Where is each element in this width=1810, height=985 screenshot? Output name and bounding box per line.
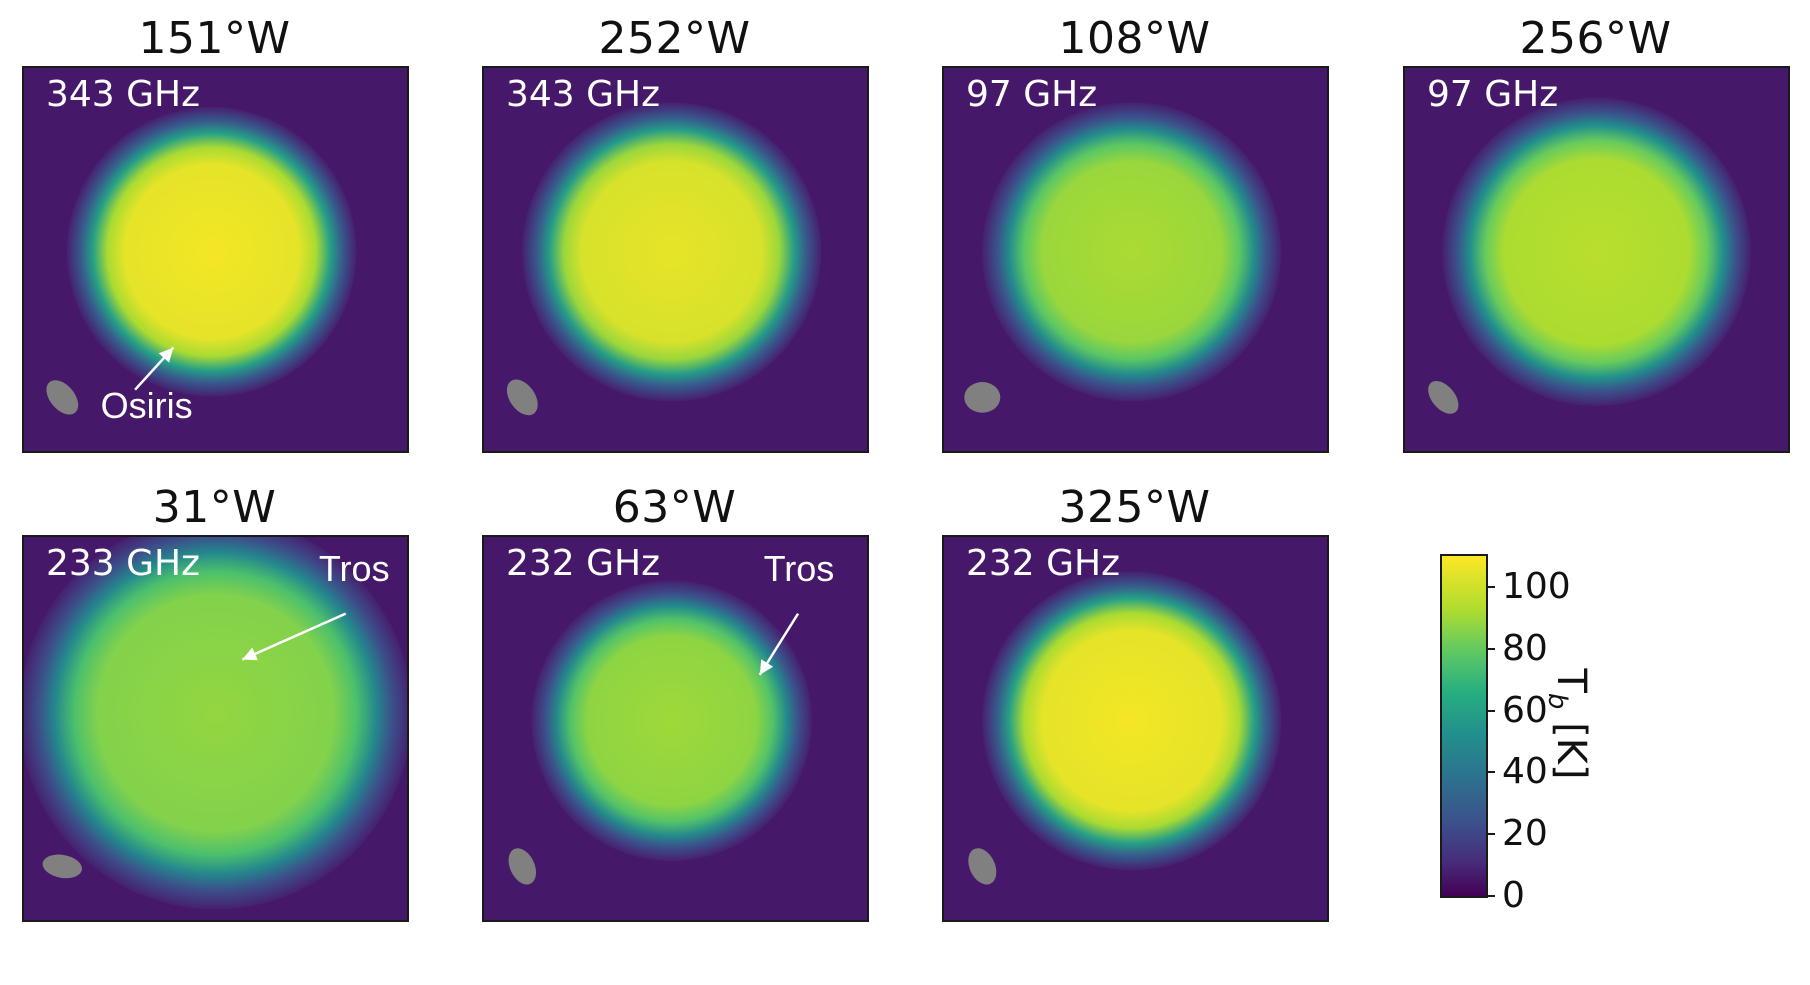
colorbar-tick [1486,895,1495,897]
frequency-label: 232 GHz [506,543,661,584]
colorbar-tick-label: 80 [1502,627,1548,669]
map-image: 343 GHz Osiris [22,66,409,453]
colorbar-tick [1486,709,1495,712]
brightness-map [484,68,867,451]
colorbar-tick-label: 0 [1502,875,1525,916]
moon-disk [531,580,812,862]
annotation-arrowhead [158,347,174,363]
panel-title: 151°W [138,13,291,64]
annotation-arrow [241,612,347,661]
beam-ellipse [964,382,1001,413]
feature-label: Osiris [100,385,193,427]
colorbar-tick [1486,771,1495,774]
brightness-map [944,68,1327,451]
moon-disk [1442,97,1751,407]
frequency-label: 233 GHz [46,543,201,584]
colorbar-gradient [1440,554,1488,898]
feature-label: Tros [763,547,835,589]
colorbar-tick-label: 40 [1502,751,1548,793]
colorbar-tick [1486,647,1495,650]
annotation-arrowhead [759,659,774,675]
colorbar-tick-label: 60 [1502,689,1548,731]
frequency-label: 97 GHz [966,74,1098,115]
beam-ellipse [1428,380,1459,414]
panel-title: 63°W [612,482,737,533]
panel-title: 256°W [1519,13,1672,64]
colorbar-tick [1486,833,1495,836]
panel-title: 325°W [1058,482,1211,533]
beam-ellipse [42,854,83,879]
map-image: 343 GHz [482,66,869,453]
colorbar-tick [1486,585,1495,588]
panel-title: 108°W [1058,13,1211,64]
brightness-map [24,537,407,920]
brightness-map [484,537,867,920]
moon-disk [66,106,357,397]
beam-ellipse [968,848,997,885]
annotation-arrowhead [242,647,258,661]
moon-disk [982,102,1282,402]
brightness-map [1405,68,1788,451]
frequency-label: 343 GHz [506,74,661,115]
map-image: 232 GHz [942,535,1329,922]
moon-disk [522,102,822,402]
colorbar-tick-label: 20 [1502,813,1548,855]
frequency-label: 343 GHz [46,74,201,115]
moon-disk [24,537,407,910]
colorbar-label: Tb [K] [1542,668,1594,780]
beam-ellipse [46,380,79,415]
brightness-map [944,537,1327,920]
beam-ellipse [508,848,537,885]
map-image: 97 GHz [1403,66,1790,453]
beam-ellipse [506,379,538,416]
panel-title: 31°W [152,482,277,533]
panel-title: 252°W [598,13,751,64]
brightness-map [24,68,407,451]
map-image: 232 GHz Tros [482,535,869,922]
colorbar-tick-label: 100 [1502,565,1571,607]
frequency-label: 232 GHz [966,543,1121,584]
moon-disk [982,571,1282,871]
frequency-label: 97 GHz [1427,74,1559,115]
map-image: 97 GHz [942,66,1329,453]
map-image: 233 GHz Tros [22,535,409,922]
feature-label: Tros [318,547,390,589]
